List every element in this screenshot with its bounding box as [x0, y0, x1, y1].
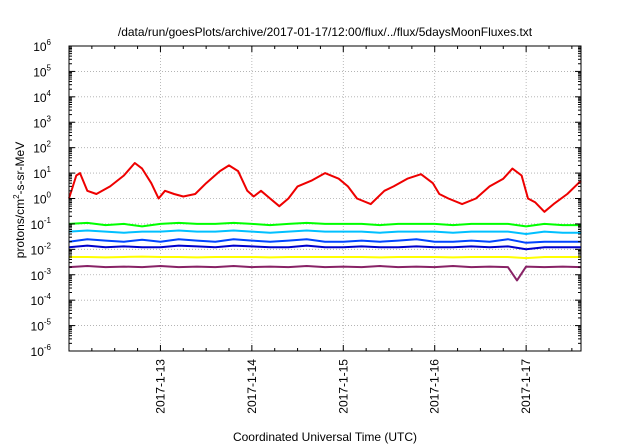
y-tick-label: 102	[33, 140, 51, 156]
x-tick-label: 2017-1-15	[336, 359, 350, 414]
y-tick-base: 10	[31, 243, 45, 257]
y-tick-base: 10	[31, 294, 45, 308]
series-line-4	[68, 238, 581, 244]
y-tick-base: 10	[33, 116, 47, 130]
y-tick-base: 10	[31, 218, 45, 232]
x-tick-labels: 2017-1-13 2017-1-14 2017-1-15 2017-1-16 2017…	[153, 359, 533, 414]
y-tick-label: 105	[33, 63, 51, 79]
y-tick-label: 10-1	[31, 216, 52, 232]
y-tick-label: 10-2	[31, 241, 52, 257]
y-tick-label: 10-6	[31, 343, 52, 359]
y-tick-labels: 10-610-510-410-310-210-11001011021031041…	[31, 38, 52, 359]
x-tick-label: 2017-1-16	[428, 359, 442, 414]
y-axis-label-main: protons/cm	[13, 199, 27, 258]
series-line-5	[68, 244, 581, 251]
y-axis-label: protons/cm2-s-sr-MeV	[12, 142, 27, 258]
y-tick-exponent: -5	[44, 318, 52, 327]
y-axis-label-rest: -s-sr-MeV	[13, 142, 27, 195]
y-tick-label: 101	[33, 165, 51, 181]
series-line-1	[68, 162, 582, 213]
y-axis-label-sup: 2	[12, 194, 21, 199]
y-tick-exponent: 5	[47, 63, 52, 72]
y-tick-base: 10	[31, 320, 45, 334]
series-layer	[68, 162, 582, 282]
y-tick-exponent: 4	[47, 89, 52, 98]
series-line-2	[68, 221, 581, 228]
x-axis-label: Coordinated Universal Time (UTC)	[233, 430, 417, 444]
x-tick-label: 2017-1-17	[519, 359, 533, 414]
y-tick-exponent: 0	[47, 191, 52, 200]
y-tick-exponent: 6	[47, 38, 52, 47]
y-tick-label: 10-3	[31, 267, 52, 283]
y-tick-base: 10	[33, 91, 47, 105]
y-tick-exponent: 2	[47, 140, 52, 149]
chart-title: /data/run/goesPlots/archive/2017-01-17/1…	[118, 25, 533, 39]
grid-lines	[69, 46, 581, 351]
y-tick-label: 10-5	[31, 318, 52, 334]
y-tick-base: 10	[33, 167, 47, 181]
x-tick-label: 2017-1-14	[245, 359, 259, 414]
y-tick-exponent: -2	[44, 241, 52, 250]
series-line-7	[68, 265, 582, 282]
y-tick-base: 10	[33, 65, 47, 79]
y-tick-exponent: -1	[44, 216, 52, 225]
y-tick-label: 103	[33, 114, 51, 130]
y-tick-base: 10	[33, 142, 47, 156]
y-tick-base: 10	[31, 269, 45, 283]
y-tick-exponent: -6	[44, 343, 52, 352]
series-line-3	[68, 229, 581, 235]
y-tick-label: 10-4	[31, 292, 52, 308]
y-tick-base: 10	[33, 40, 47, 54]
y-tick-label: 106	[33, 38, 51, 54]
y-tick-label: 104	[33, 89, 51, 105]
y-tick-exponent: -3	[44, 267, 52, 276]
x-tick-label: 2017-1-13	[153, 359, 167, 414]
y-tick-label: 100	[33, 191, 51, 207]
series-line-6	[69, 255, 581, 260]
y-tick-base: 10	[33, 193, 47, 207]
y-tick-exponent: 1	[47, 165, 52, 174]
axis-ticks	[69, 45, 581, 352]
y-tick-base: 10	[31, 345, 45, 359]
y-tick-exponent: 3	[47, 114, 52, 123]
y-tick-exponent: -4	[44, 292, 52, 301]
